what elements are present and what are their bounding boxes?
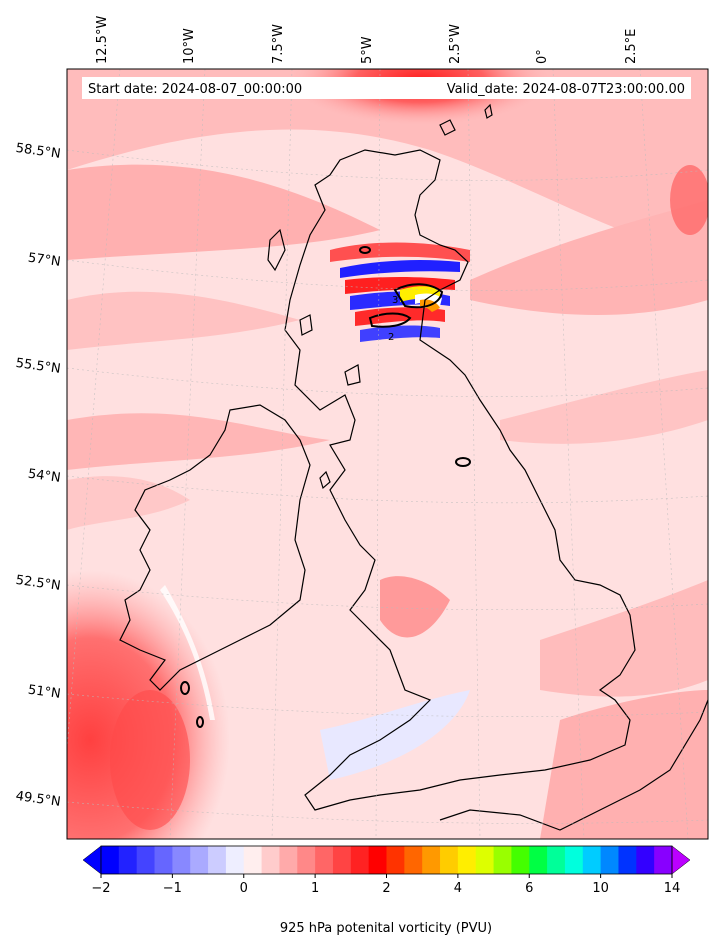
colorbar-tick-label: 6 [525, 881, 533, 896]
colorbar-cell [600, 846, 619, 874]
colorbar-tick-label: −2 [91, 881, 110, 896]
colorbar-tick-label: 10 [592, 881, 609, 896]
colorbar-cell [386, 846, 405, 874]
lon-label: 2.5°W [448, 24, 463, 64]
lat-label: 55.5°N [15, 356, 62, 377]
colorbar-cell [118, 846, 138, 874]
lat-label: 58.5°N [15, 141, 62, 162]
lon-label: 10°W [182, 28, 197, 64]
colorbar-cell [582, 846, 602, 874]
colorbar-cell [422, 846, 441, 874]
colorbar-cell [101, 846, 120, 874]
colorbar-cells [101, 846, 673, 874]
colorbar-cell [654, 846, 673, 874]
lon-label: 7.5°W [271, 24, 286, 64]
lat-label: 51°N [27, 683, 62, 702]
valid-date-label: Valid_date: 2024-08-07T23:00:00.00 [447, 82, 685, 97]
map-panel: 3 2 [67, 69, 708, 839]
colorbar-cell [529, 846, 548, 874]
colorbar-cell [636, 846, 655, 874]
colorbar-cell [297, 846, 316, 874]
colorbar-cell [279, 846, 298, 874]
gridlines [67, 69, 708, 839]
colorbar-cell [618, 846, 637, 874]
svg-text:3: 3 [392, 295, 398, 306]
svg-text:2: 2 [388, 332, 394, 343]
colorbar-cell [475, 846, 494, 874]
colorbar-cell [154, 846, 173, 874]
lon-label: 5°W [360, 36, 375, 64]
lon-label: 2.5°E [624, 29, 639, 64]
colorbar-low-extend [82, 845, 102, 875]
colorbar-cell [243, 846, 262, 874]
lon-label: 0° [535, 49, 550, 64]
lat-label: 49.5°N [15, 789, 62, 810]
colorbar-title: 925 hPa potenital vorticity (PVU) [280, 921, 492, 936]
colorbar-tick-label: 14 [664, 881, 681, 896]
colorbar-cell [368, 846, 387, 874]
colorbar-tick-label: 2 [382, 881, 390, 896]
colorbar-cell [493, 846, 512, 874]
colorbar-cell [332, 846, 352, 874]
colorbar-tick-label: −1 [163, 881, 182, 896]
latitude-labels: 58.5°N 57°N 55.5°N 54°N 52.5°N 51°N 49.5… [15, 141, 62, 810]
colorbar-tick-label: 1 [311, 881, 319, 896]
start-date-label: Start date: 2024-08-07_00:00:00 [88, 82, 302, 97]
lat-label: 57°N [27, 251, 62, 270]
colorbar-cell [457, 846, 477, 874]
map-frame [66, 68, 709, 840]
colorbar-cell [190, 846, 209, 874]
colorbar-cell [208, 846, 227, 874]
colorbar-cell [547, 846, 566, 874]
lon-label: 12.5°W [95, 16, 110, 64]
colorbar-tick-label: 0 [240, 881, 248, 896]
colorbar-ticks: −2 −1 0 1 2 4 6 10 14 [91, 874, 680, 896]
colorbar-cell [511, 846, 530, 874]
colorbar-cell [404, 846, 423, 874]
longitude-labels: 12.5°W 10°W 7.5°W 5°W 2.5°W 0° 2.5°E [95, 16, 639, 64]
header-box: Start date: 2024-08-07_00:00:00 Valid_da… [82, 77, 691, 99]
colorbar-cell [136, 846, 155, 874]
colorbar-high-extend [671, 845, 691, 875]
colorbar-cell [315, 846, 334, 874]
pv-field [67, 69, 708, 839]
colorbar-cell [261, 846, 280, 874]
coastline [119, 103, 708, 831]
colorbar-cell [440, 846, 459, 874]
colorbar: −2 −1 0 1 2 4 6 10 14 925 hPa potenital vorticit… [82, 845, 691, 936]
colorbar-cell [225, 846, 245, 874]
colorbar-cell [564, 846, 584, 874]
pv-contours: 3 2 [180, 246, 471, 728]
lat-label: 54°N [27, 467, 62, 486]
colorbar-cell [350, 846, 370, 874]
colorbar-cell [172, 846, 191, 874]
lat-label: 52.5°N [15, 573, 62, 594]
colorbar-tick-label: 4 [454, 881, 462, 896]
